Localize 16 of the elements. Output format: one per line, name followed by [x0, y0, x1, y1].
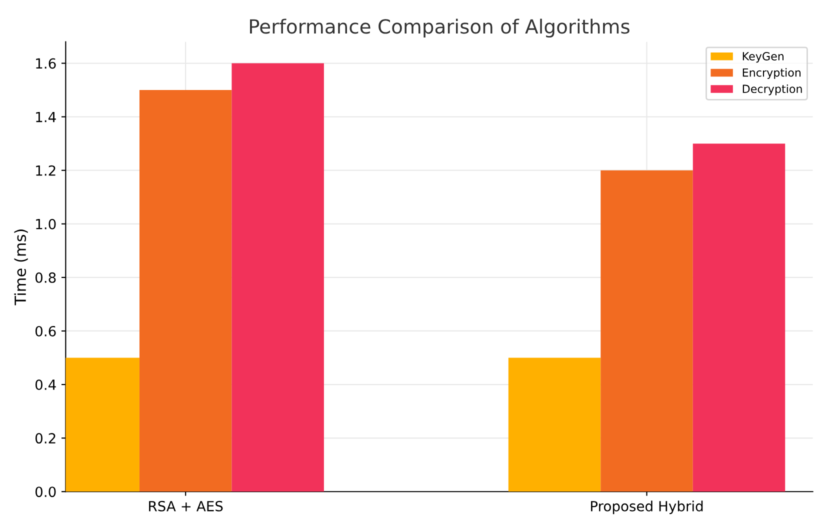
y-tick-label: 0.6: [35, 326, 56, 336]
y-tick-label: 0.0: [35, 486, 56, 498]
y-axis-title: Time (ms): [14, 230, 28, 306]
y-tick-label: 0.4: [35, 380, 56, 390]
y-tick-label: 1.4: [36, 112, 56, 122]
y-tick-label: 0.2: [35, 433, 56, 444]
x-tick-label: Proposed Hybrid: [591, 500, 703, 514]
x-tick-label: RSA + AES: [149, 500, 223, 512]
chart-title: Performance Comparison of Algorithms: [250, 18, 630, 38]
y-tick-label: 1.0: [36, 218, 56, 230]
legend-label: Encryption: [742, 68, 801, 79]
y-tick-label: 1.6: [36, 58, 56, 69]
legend-label: Decryption: [742, 84, 802, 96]
y-tick-label: 0.8: [35, 272, 56, 283]
legend-label: KeyGen: [742, 52, 784, 63]
y-tick-label: 1.2: [36, 165, 56, 176]
